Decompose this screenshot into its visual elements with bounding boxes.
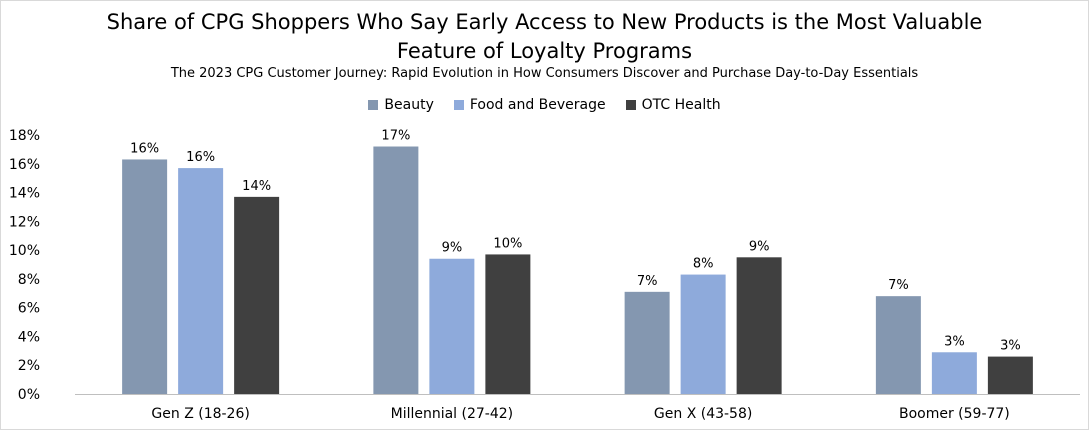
y-tick-label: 8%: [18, 272, 40, 288]
y-tick-label: 0%: [18, 387, 40, 403]
chart-subtitle: The 2023 CPG Customer Journey: Rapid Evo…: [170, 66, 919, 81]
bar: [931, 352, 977, 394]
bar: [122, 159, 168, 394]
bar: [178, 168, 224, 394]
bar: [680, 274, 726, 394]
data-label: 8%: [693, 257, 714, 272]
bar: [875, 296, 921, 394]
chart-title-line1: Share of CPG Shoppers Who Say Early Acce…: [106, 10, 983, 34]
data-label: 9%: [442, 241, 463, 256]
data-label: 10%: [493, 236, 522, 251]
x-category-label: Boomer (59-77): [899, 406, 1010, 422]
x-category-label: Gen Z (18-26): [151, 406, 249, 422]
data-label: 3%: [1000, 339, 1021, 354]
data-label: 9%: [749, 239, 770, 254]
legend-swatch-beauty: [368, 100, 379, 110]
y-tick-label: 18%: [9, 128, 40, 144]
chart-title: Share of CPG Shoppers Who Say Early Acce…: [0, 8, 1089, 66]
legend-swatch-food-and-beverage: [453, 100, 464, 110]
legend-label-beauty: Beauty: [384, 97, 434, 113]
chart-title-line2: Feature of Loyalty Programs: [396, 39, 693, 63]
bar: [373, 146, 419, 394]
x-category-label: Millennial (27-42): [391, 406, 514, 422]
bar: [987, 356, 1033, 394]
data-label: 14%: [242, 179, 271, 194]
bar: [736, 257, 782, 394]
legend-item-otc-health: OTC Health: [625, 96, 721, 114]
y-tick-label: 2%: [18, 358, 40, 374]
y-tick-label: 10%: [9, 243, 40, 259]
x-category-label: Gen X (43-58): [654, 406, 752, 422]
chart-legend: Beauty Food and Beverage OTC Health: [0, 96, 1089, 114]
legend-label-otc-health: OTC Health: [641, 97, 721, 113]
y-tick-label: 12%: [9, 214, 40, 230]
bar: [234, 196, 280, 394]
legend-item-food-and-beverage: Food and Beverage: [453, 96, 606, 114]
y-tick-label: 16%: [9, 157, 40, 173]
data-label: 3%: [944, 334, 965, 349]
data-label: 16%: [130, 141, 159, 156]
bar: [624, 291, 670, 394]
y-tick-label: 6%: [18, 301, 40, 317]
data-label: 7%: [637, 274, 658, 289]
legend-label-food-and-beverage: Food and Beverage: [469, 97, 606, 113]
bar: [429, 258, 475, 394]
y-tick-label: 4%: [18, 329, 40, 345]
legend-item-beauty: Beauty: [368, 96, 434, 114]
data-label: 7%: [888, 278, 909, 293]
data-label: 16%: [186, 150, 215, 165]
data-label: 17%: [381, 129, 410, 144]
legend-swatch-otc-health: [625, 100, 636, 110]
y-tick-label: 14%: [9, 186, 40, 202]
bar: [485, 254, 531, 394]
